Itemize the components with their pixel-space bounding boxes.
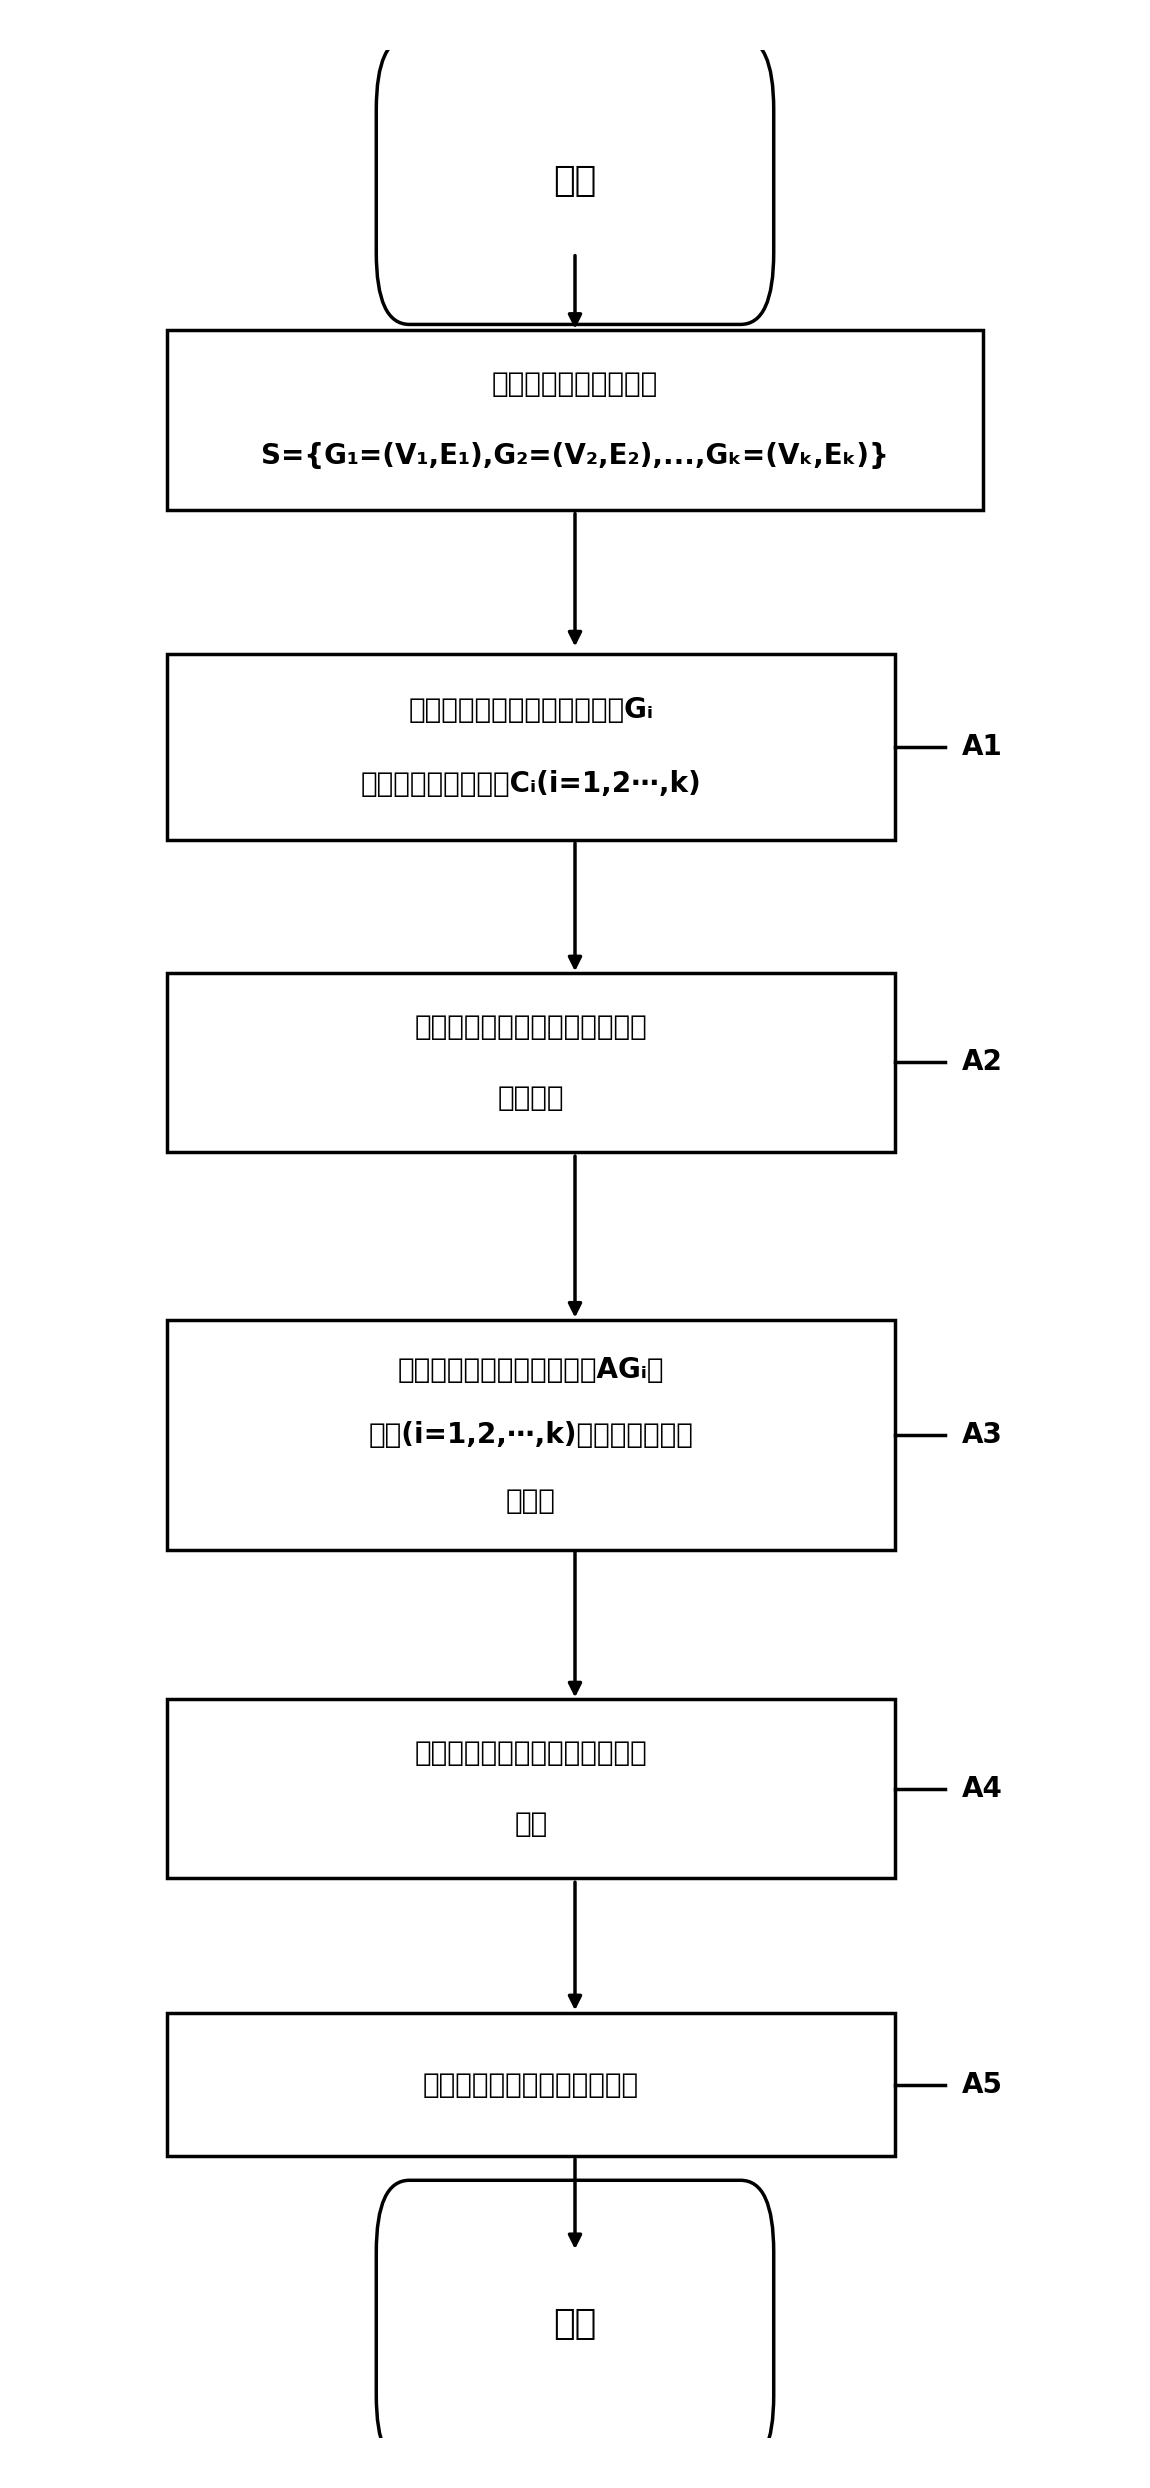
Text: 的位置: 的位置	[506, 1488, 555, 1515]
FancyBboxPatch shape	[167, 654, 895, 841]
FancyBboxPatch shape	[167, 1699, 895, 1878]
Text: 在可视化结果中加入交互技术: 在可视化结果中加入交互技术	[423, 2070, 639, 2100]
Text: A3: A3	[961, 1421, 1003, 1448]
Text: 根据社区相似度函数，得到时变: 根据社区相似度函数，得到时变	[414, 1013, 647, 1040]
Text: 使用力引导模型计算抽象图AGᵢ的: 使用力引导模型计算抽象图AGᵢ的	[398, 1356, 664, 1383]
FancyBboxPatch shape	[376, 2179, 774, 2468]
Text: A4: A4	[961, 1774, 1003, 1804]
Text: A2: A2	[961, 1047, 1003, 1077]
Text: 结束: 结束	[553, 2306, 597, 2341]
Text: 开始: 开始	[553, 164, 597, 199]
Text: 社区划分: 社区划分	[498, 1085, 565, 1112]
Text: 布局(i=1,2,⋯,k)，得到静态社区: 布局(i=1,2,⋯,k)，得到静态社区	[368, 1421, 693, 1448]
Text: A1: A1	[961, 734, 1002, 761]
Text: 求取其静态社区划分Cᵢ(i=1,2⋯,k): 求取其静态社区划分Cᵢ(i=1,2⋯,k)	[360, 771, 702, 799]
Text: S={G₁=(V₁,E₁),G₂=(V₂,E₂),...,Gₖ=(Vₖ,Eₖ)}: S={G₁=(V₁,E₁),G₂=(V₂,E₂),...,Gₖ=(Vₖ,Eₖ)}	[261, 443, 889, 470]
Text: A5: A5	[961, 2070, 1003, 2100]
FancyBboxPatch shape	[167, 1321, 895, 1550]
Text: 时变网络有序子图序列: 时变网络有序子图序列	[492, 371, 658, 398]
FancyBboxPatch shape	[167, 2013, 895, 2157]
FancyBboxPatch shape	[167, 973, 895, 1152]
FancyBboxPatch shape	[376, 37, 774, 323]
Text: 对每个静态社区进行两层同心圆: 对每个静态社区进行两层同心圆	[414, 1739, 647, 1766]
Text: 使用社区发现算法对每个子图Gᵢ: 使用社区发现算法对每个子图Gᵢ	[408, 697, 653, 724]
FancyBboxPatch shape	[167, 331, 983, 510]
Text: 布局: 布局	[514, 1811, 547, 1839]
